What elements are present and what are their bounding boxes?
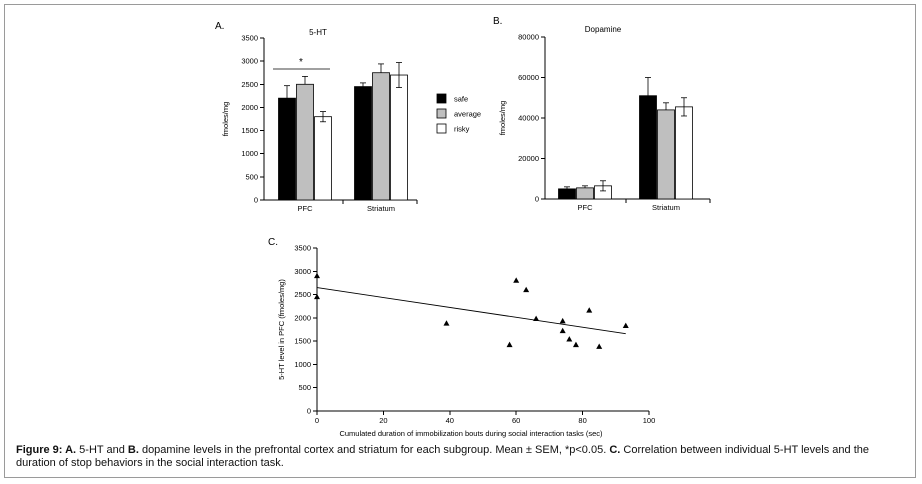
b-bar-safe (558, 188, 576, 200)
b-y-tick-label: 40000 (518, 114, 539, 123)
c-data-point (559, 327, 566, 334)
c-data-point (443, 320, 450, 326)
legend-swatch-risky (436, 123, 447, 134)
a-y-tick-label: 2000 (241, 103, 258, 112)
c-x-tick-label: 20 (379, 416, 387, 425)
c-y-tick-label: 1000 (294, 360, 311, 369)
a-y-tick-label: 0 (254, 196, 258, 205)
a-bar-safe (278, 97, 296, 201)
c-y-tick-label: 3000 (294, 267, 311, 276)
b-y-axis-label: fmoles/mg (498, 101, 507, 136)
c-x-tick-label: 40 (446, 416, 454, 425)
c-y-tick-label: 1500 (294, 337, 311, 346)
c-x-tick-label: 80 (578, 416, 586, 425)
c-y-axis-label: 5-HT level in PFC (fmoles/mg) (277, 279, 286, 380)
b-y-tick-label: 60000 (518, 73, 539, 82)
b-y-tick-label: 20000 (518, 154, 539, 163)
b-bar-average (657, 109, 675, 200)
c-data-point (572, 341, 579, 348)
figure-frame (4, 4, 916, 478)
caption-a-text: 5-HT and (76, 444, 128, 456)
a-chart-title: 5-HT (309, 28, 327, 37)
a-y-axis-label: fmoles/mg (221, 102, 230, 137)
caption-b-marker: B. (127, 444, 139, 456)
a-bar-average (372, 72, 390, 201)
caption-prefix: Figure 9: (16, 444, 66, 456)
b-y-tick-label: 80000 (518, 33, 539, 42)
c-trendline (316, 287, 626, 335)
b-bar-average (576, 187, 594, 200)
c-y-tick-label: 500 (298, 383, 311, 392)
c-x-axis-label: Cumulated duration of immobilization bou… (339, 429, 603, 438)
b-category-label: Striatum (652, 203, 680, 212)
a-bar-average (296, 83, 314, 201)
c-data-point (559, 317, 566, 324)
c-y-tick-label: 3500 (294, 244, 311, 253)
c-x-tick-label: 0 (315, 416, 319, 425)
b-category-label: PFC (578, 203, 594, 212)
a-y-tick-label: 1000 (241, 149, 258, 158)
legend-label-average: average (454, 110, 481, 119)
c-x-tick-label: 100 (643, 416, 656, 425)
c-x-tick-label: 60 (512, 416, 520, 425)
c-data-point (506, 341, 513, 348)
c-data-point (513, 277, 520, 283)
legend-swatch-safe (436, 93, 447, 104)
c-data-point (622, 322, 629, 328)
a-category-label: Striatum (367, 204, 395, 213)
caption-b-text: dopamine levels in the prefrontal cortex… (138, 444, 610, 456)
a-significance-star: * (299, 57, 303, 68)
legend-swatch-average (436, 108, 447, 119)
b-y-tick-label: 0 (535, 195, 539, 204)
c-panel-label: C. (268, 237, 278, 248)
a-bar-safe (354, 86, 372, 201)
b-bar-safe (639, 95, 657, 200)
c-data-point (314, 272, 320, 279)
legend-label-safe: safe (454, 95, 468, 104)
c-data-point (586, 307, 593, 313)
a-bar-risky (390, 74, 408, 201)
b-panel-label: B. (493, 16, 502, 27)
a-y-tick-label: 2500 (241, 80, 258, 89)
b-chart-title: Dopamine (585, 25, 622, 34)
c-y-tick-label: 0 (307, 407, 311, 416)
a-panel-label: A. (215, 21, 224, 32)
c-data-point (596, 343, 603, 349)
a-bar-risky (314, 116, 332, 201)
figure-caption: Figure 9: A. 5-HT and B. dopamine levels… (16, 444, 908, 470)
c-data-point (523, 286, 530, 293)
c-data-point (314, 293, 320, 300)
c-y-tick-label: 2500 (294, 290, 311, 299)
c-data-point (533, 315, 540, 321)
b-bar-risky (675, 106, 693, 200)
a-y-tick-label: 1500 (241, 126, 258, 135)
caption-a-marker: A. (65, 444, 77, 456)
c-data-point (566, 336, 573, 342)
caption-c-text: Correlation between individual 5-HT leve… (16, 444, 869, 469)
a-y-tick-label: 3500 (241, 34, 258, 43)
a-category-label: PFC (298, 204, 314, 213)
a-y-tick-label: 3000 (241, 57, 258, 66)
a-y-tick-label: 500 (245, 172, 258, 181)
caption-c-marker: C. (609, 444, 621, 456)
c-y-tick-label: 2000 (294, 313, 311, 322)
legend-label-risky: risky (454, 125, 470, 134)
